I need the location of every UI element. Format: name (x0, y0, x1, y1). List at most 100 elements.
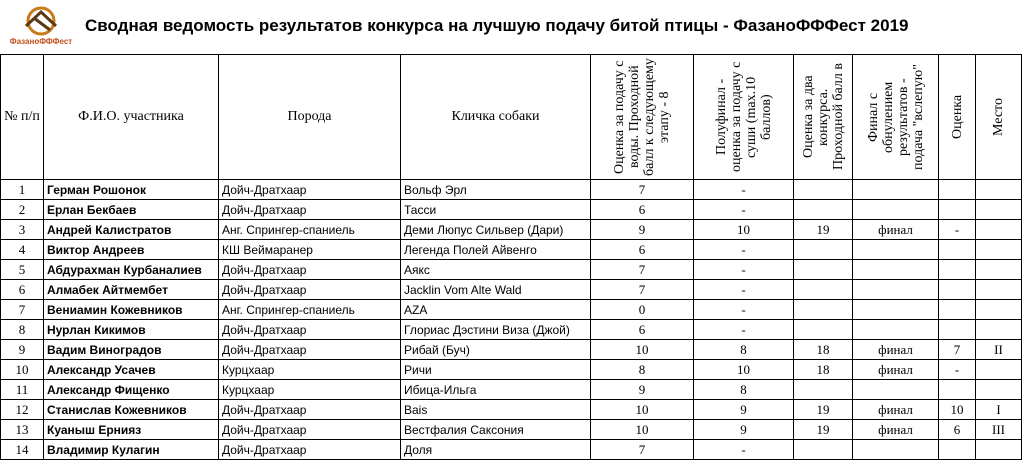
cell: - (693, 319, 794, 340)
header-cell: № п/п (0, 54, 44, 180)
cell: III (975, 419, 1022, 440)
cell: 6 (590, 199, 694, 220)
header-cell: Финал с обнулением результатов - подача … (852, 54, 939, 180)
cell: Куаныш Ернияз (43, 419, 219, 440)
cell: 8 (693, 339, 794, 360)
header-text: Оценка за подачу с воды. Проходной балл … (612, 58, 672, 176)
cell (793, 239, 853, 260)
cell: 6 (590, 319, 694, 340)
cell (938, 299, 976, 320)
cell: Герман Рошонок (43, 179, 219, 200)
cell: Дойч-Дратхаар (218, 419, 401, 440)
cell (793, 259, 853, 280)
cell: Ибица-Ильга (400, 379, 591, 400)
cell: 10 (938, 399, 976, 420)
data-row: 14 Владимир Кулагин Дойч-Дратхаар Доля 7- (0, 439, 1022, 460)
header-row: № п/п Ф.И.О. участника Порода Кличка собаки… (0, 54, 1022, 180)
cell: Андрей Калистратов (43, 219, 219, 240)
header-text: Оценка (949, 94, 965, 140)
cell: 1 (0, 179, 44, 200)
header-text: Полуфинал - оценка за подачу с суши (max… (713, 61, 774, 173)
data-row: 2 Ерлан Бекбаев Дойч-Дратхаар Тасси 6- (0, 199, 1022, 220)
cell (975, 319, 1022, 340)
cell: - (938, 219, 976, 240)
cell (852, 199, 939, 220)
cell: Алмабек Айтмембет (43, 279, 219, 300)
cell (975, 299, 1022, 320)
cell: 10 (590, 399, 694, 420)
cell: 19 (793, 419, 853, 440)
cell: - (693, 299, 794, 320)
cell: 9 (590, 219, 694, 240)
cell: 7 (0, 299, 44, 320)
data-row: 9 Вадим Виноградов Дойч-Дратхаар Рибай (Буч… (0, 339, 1022, 360)
cell: 9 (590, 379, 694, 400)
header-cell: Место (975, 54, 1022, 180)
cell (793, 379, 853, 400)
cell: I (975, 399, 1022, 420)
cell: Нурлан Кикимов (43, 319, 219, 340)
cell: Курцхаар (218, 379, 401, 400)
data-row: 10 Александр Усачев Курцхаар Ричи 8 10 18 финал… (0, 359, 1022, 380)
cell: финал (852, 359, 939, 380)
cell (938, 179, 976, 200)
cell: 2 (0, 199, 44, 220)
cell: 8 (590, 359, 694, 380)
cell: 5 (0, 259, 44, 280)
cell: 10 (693, 219, 794, 240)
cell: - (693, 439, 794, 460)
title: Сводная ведомость результатов конкурса н… (85, 16, 909, 35)
cell: Bais (400, 399, 591, 420)
data-row: 12 Станислав Кожевников Дойч-Дратхаар Bais 1… (0, 399, 1022, 420)
cell: Вестфалия Саксония (400, 419, 591, 440)
cell: финал (852, 399, 939, 420)
cell: 8 (0, 319, 44, 340)
cell: 3 (0, 219, 44, 240)
cell (938, 259, 976, 280)
cell: 9 (0, 339, 44, 360)
cell: Доля (400, 439, 591, 460)
cell: II (975, 339, 1022, 360)
cell: - (693, 259, 794, 280)
data-row: 4 Виктор Андреев КШ Веймаранер Легенда Поле… (0, 239, 1022, 260)
cell: 7 (938, 339, 976, 360)
cell: Дойч-Дратхаар (218, 259, 401, 280)
cell: 6 (0, 279, 44, 300)
cell: 13 (0, 419, 44, 440)
cell: 7 (590, 279, 694, 300)
cell: Jacklin Vom Alte Wald (400, 279, 591, 300)
cell: 0 (590, 299, 694, 320)
cell: 7 (590, 259, 694, 280)
cell (852, 439, 939, 460)
cell: Виктор Андреев (43, 239, 219, 260)
cell (938, 439, 976, 460)
cell: Дойч-Дратхаар (218, 279, 401, 300)
data-row: 6 Алмабек Айтмембет Дойч-Дратхаар Jacklin V… (0, 279, 1022, 300)
cell: - (693, 179, 794, 200)
cell (852, 259, 939, 280)
cell: 9 (693, 419, 794, 440)
cell: - (693, 279, 794, 300)
cell: 4 (0, 239, 44, 260)
cell: Александр Усачев (43, 359, 219, 380)
cell: Глориас Дэстини Виза (Джой) (400, 319, 591, 340)
cell: финал (852, 419, 939, 440)
cell (793, 299, 853, 320)
cell: Аякс (400, 259, 591, 280)
header-cell: Порода (218, 54, 401, 180)
cell: Владимир Кулагин (43, 439, 219, 460)
cell (975, 239, 1022, 260)
cell (793, 199, 853, 220)
cell: Деми Люпус Сильвер (Дари) (400, 219, 591, 240)
cell: Дойч-Дратхаар (218, 399, 401, 420)
cell (975, 179, 1022, 200)
cell: 7 (590, 179, 694, 200)
cell: 7 (590, 439, 694, 460)
cell: 10 (693, 359, 794, 380)
cell (975, 199, 1022, 220)
cell: Курцхаар (218, 359, 401, 380)
cell: - (938, 359, 976, 380)
cell: 19 (793, 219, 853, 240)
cell (938, 239, 976, 260)
